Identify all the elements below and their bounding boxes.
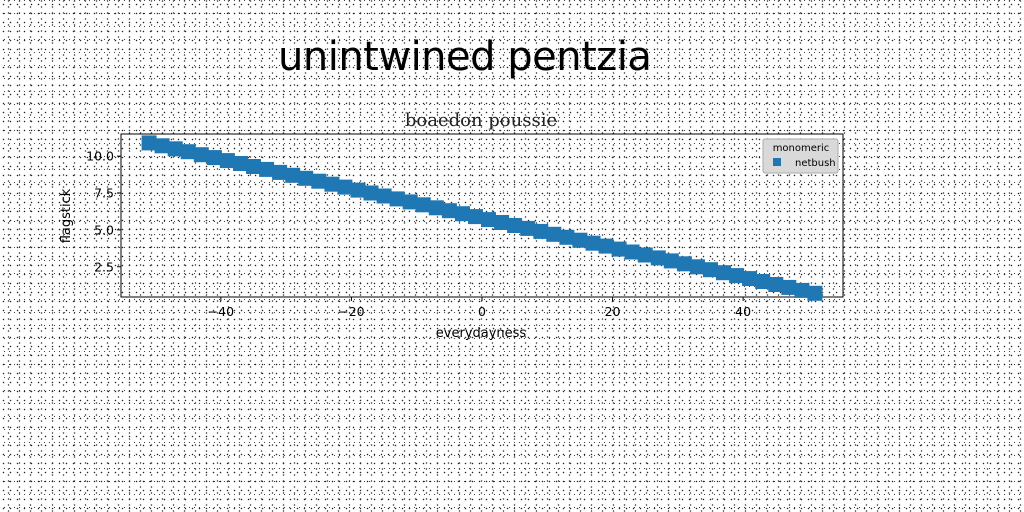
- scatter-point: [507, 218, 523, 233]
- scatter-point: [219, 153, 235, 169]
- scatter-point: [598, 238, 614, 254]
- y-tick-label: 2.5: [94, 259, 114, 274]
- scatter-point: [272, 164, 288, 180]
- scatter-point: [246, 159, 261, 174]
- scatter-point: [180, 144, 196, 160]
- scatter-point: [559, 229, 575, 245]
- scatter-point: [350, 182, 366, 198]
- y-axis-ticks: 2.5 5.0 7.5 10.0: [86, 149, 121, 274]
- scatter-point: [768, 277, 784, 292]
- scatter-point: [637, 247, 653, 263]
- scatter-point: [585, 235, 601, 251]
- scatter-point: [402, 194, 418, 210]
- y-tick-label: 7.5: [94, 186, 114, 201]
- scatter-point: [807, 285, 823, 301]
- x-tick-label: 0: [478, 304, 486, 319]
- scatter-point: [193, 147, 209, 163]
- scatter-point: [716, 265, 731, 281]
- scatter-point: [167, 141, 183, 157]
- scatter-point: [441, 203, 457, 219]
- y-tick-label: 10.0: [86, 149, 114, 164]
- chart-title: boaedon poussie: [405, 110, 557, 131]
- scatter-point: [154, 138, 170, 154]
- y-axis-label: flagstick: [59, 188, 74, 243]
- legend-title: monomeric: [773, 143, 830, 154]
- scatter-point: [311, 173, 327, 189]
- marker-layer: [141, 135, 823, 301]
- x-axis-label: everydayness: [436, 326, 527, 341]
- scatter-point: [298, 170, 314, 186]
- scatter-point: [611, 241, 627, 257]
- scatter-point: [259, 161, 275, 177]
- legend-entry-label: netbush: [795, 158, 836, 169]
- scatter-point: [781, 279, 797, 295]
- x-tick-label: 40: [735, 304, 751, 319]
- x-tick-label: −40: [208, 304, 234, 319]
- scatter-point: [689, 259, 705, 275]
- scatter-point: [481, 212, 496, 228]
- scatter-point: [233, 156, 248, 171]
- x-axis-ticks: −40 −20 0 20 40: [208, 297, 751, 319]
- scatter-point: [572, 232, 588, 248]
- scatter-point: [454, 206, 470, 222]
- scatter-point: [546, 226, 562, 242]
- scatter-point: [533, 223, 549, 239]
- scatter-point: [624, 244, 640, 260]
- scatter-point: [324, 176, 340, 192]
- scatter-point: [389, 191, 405, 207]
- scatter-point: [494, 215, 510, 230]
- scatter-point: [285, 167, 301, 183]
- scatter-point: [703, 262, 718, 278]
- scatter-point: [141, 135, 157, 151]
- scatter-point: [363, 185, 379, 201]
- scatter-point: [206, 150, 222, 166]
- scatter-point: [415, 197, 431, 213]
- scatter-point: [755, 274, 771, 289]
- scatter-point: [520, 220, 536, 236]
- scatter-point: [794, 282, 810, 298]
- scatter-point: [376, 188, 392, 204]
- scatter-point: [663, 253, 679, 269]
- scatter-point: [729, 268, 745, 284]
- scatter-point: [676, 256, 692, 272]
- scatter-point: [742, 271, 758, 287]
- y-tick-label: 5.0: [94, 222, 114, 237]
- legend-marker-square: [773, 158, 781, 166]
- x-tick-label: −20: [338, 304, 364, 319]
- legend: monomeric netbush: [762, 138, 839, 174]
- x-tick-label: 20: [605, 304, 621, 319]
- scatter-point: [428, 200, 444, 216]
- scatter-point: [468, 209, 483, 225]
- figure-suptitle: unintwined pentzia: [278, 34, 652, 80]
- scatter-point: [650, 250, 666, 266]
- scatter-point: [337, 179, 353, 195]
- legend-box: [762, 138, 839, 174]
